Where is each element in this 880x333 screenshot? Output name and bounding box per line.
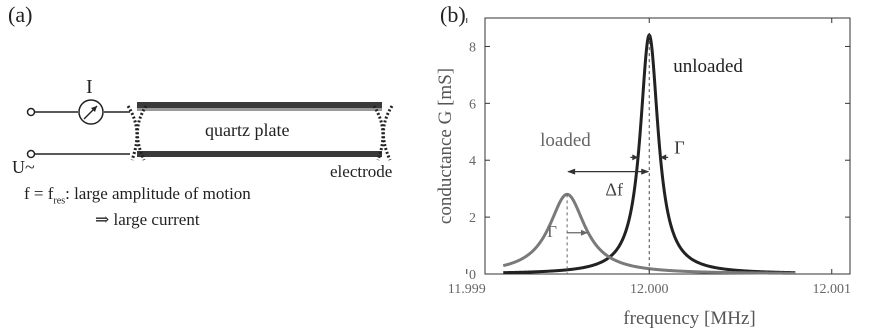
terminal-top — [26, 107, 36, 117]
electrode-bottom — [137, 151, 382, 157]
voltage-symbol: U~ — [12, 157, 35, 177]
x-tick-label: 12.000 — [630, 282, 669, 297]
delta-f-arrowhead-left — [567, 168, 576, 175]
loaded-label: loaded — [540, 130, 591, 151]
conductance-chart: 0 2 4 6 8 11.999 12.000 12.001 frequency [MHz] co… — [435, 17, 852, 329]
ammeter-arrowhead — [91, 106, 97, 112]
electrode-top — [137, 102, 382, 108]
unloaded-label: unloaded — [673, 56, 743, 77]
plate-end-left-b — [136, 105, 148, 161]
plate-end-left-a — [126, 105, 139, 161]
y-tick-label: 8 — [469, 40, 476, 55]
delta-f-label: Δf — [605, 180, 623, 200]
current-symbol: I — [86, 76, 93, 98]
resonance-caption-line2: ⇒ large current — [95, 210, 200, 229]
caption-f-equals: f = f — [24, 184, 54, 203]
y-tick-label: 6 — [469, 97, 476, 112]
terminal-bottom — [26, 149, 36, 159]
gamma-loaded-arrowhead — [580, 229, 588, 236]
y-tick-label: 0 — [469, 268, 476, 283]
delta-f-arrowhead-right — [641, 168, 650, 175]
gamma-unloaded-label: Γ — [674, 137, 684, 157]
x-tick-label: 12.001 — [813, 282, 852, 297]
caption-res-subscript: res — [53, 195, 66, 207]
curve-loaded — [502, 192, 796, 275]
x-tick-label: 11.999 — [448, 282, 486, 297]
gamma-unloaded-left-head — [632, 154, 639, 161]
panel-b-resonance-chart: (b) 0 2 4 6 8 11.999 12.000 12.001 frequency [MH… — [420, 0, 880, 333]
gamma-unloaded-right-head — [660, 154, 667, 161]
panel-b-label: (b) — [440, 2, 466, 27]
panel-a-circuit-diagram: (a) I U~ quartz plate electrode f = fres… — [0, 0, 420, 333]
quartz-circuit-drawing — [26, 99, 394, 161]
x-axis-label: frequency [MHz] — [623, 308, 755, 329]
plate-end-right-b — [382, 105, 394, 161]
electrode-label: electrode — [330, 162, 393, 181]
quartz-plate-label: quartz plate — [205, 120, 290, 140]
plot-frame — [484, 17, 851, 275]
quartz-plate — [137, 108, 382, 111]
caption-large-amplitude: : large amplitude of motion — [65, 184, 251, 203]
plate-end-right-a — [372, 105, 385, 161]
panel-a-label: (a) — [8, 2, 33, 27]
gamma-loaded-label: Γ — [547, 222, 557, 241]
y-tick-label: 2 — [469, 211, 476, 226]
y-axis-label: conductance G [mS] — [435, 68, 456, 224]
resonance-caption-line1: f = fres: large amplitude of motion — [24, 184, 251, 206]
y-tick-label: 4 — [469, 154, 476, 169]
